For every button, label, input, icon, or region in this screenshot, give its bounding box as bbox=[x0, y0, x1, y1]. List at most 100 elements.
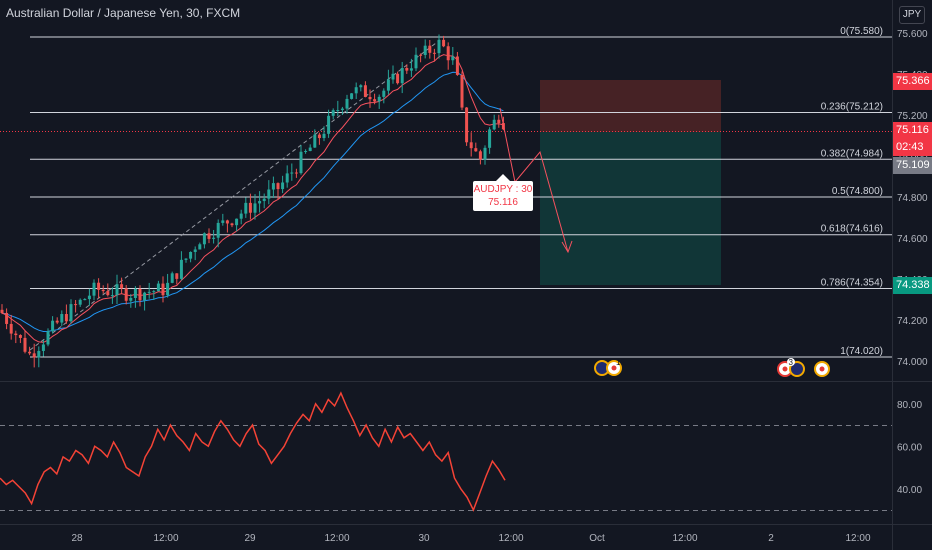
candle-body[interactable] bbox=[92, 282, 96, 296]
candle-body[interactable] bbox=[9, 323, 13, 334]
candle-body[interactable] bbox=[483, 147, 487, 160]
candle-body[interactable] bbox=[262, 198, 266, 202]
candle-body[interactable] bbox=[313, 134, 317, 148]
candle-body[interactable] bbox=[115, 284, 119, 296]
economic-event-3[interactable] bbox=[814, 361, 830, 377]
candle-body[interactable] bbox=[497, 119, 501, 124]
candle-body[interactable] bbox=[51, 320, 55, 332]
candle-body[interactable] bbox=[120, 284, 124, 289]
candle-body[interactable] bbox=[216, 222, 220, 238]
time-axis[interactable]: 28 12:00 29 12:00 30 12:00 Oct 12:00 2 12:00 bbox=[71, 533, 871, 544]
candle-body[interactable] bbox=[87, 295, 91, 300]
candle-body[interactable] bbox=[207, 233, 211, 239]
candle-body[interactable] bbox=[78, 299, 82, 305]
stop-loss-zone[interactable] bbox=[540, 80, 721, 132]
candle-body[interactable] bbox=[55, 320, 59, 323]
candle-body[interactable] bbox=[377, 96, 381, 102]
candle-body[interactable] bbox=[41, 344, 45, 351]
candle-body[interactable] bbox=[166, 282, 170, 296]
economic-events-group-1[interactable]: 15 bbox=[594, 358, 625, 376]
candle-body[interactable] bbox=[304, 151, 308, 153]
candle-body[interactable] bbox=[64, 314, 68, 322]
au-flag-icon-2[interactable] bbox=[789, 361, 805, 377]
fibonacci-retracement[interactable]: 0(75.580) 0.236(75.212) 0.382(74.984) 0.5(7… bbox=[30, 26, 892, 358]
candle-body[interactable] bbox=[419, 54, 423, 56]
candle-body[interactable] bbox=[469, 142, 473, 149]
candle-body[interactable] bbox=[391, 73, 395, 80]
candle-body[interactable] bbox=[239, 213, 243, 219]
candle-body[interactable] bbox=[299, 151, 303, 174]
candle-body[interactable] bbox=[110, 295, 114, 297]
candle-body[interactable] bbox=[368, 96, 372, 100]
candle-body[interactable] bbox=[143, 292, 147, 301]
candle-body[interactable] bbox=[451, 56, 455, 61]
candle-body[interactable] bbox=[161, 283, 165, 296]
candle-body[interactable] bbox=[230, 223, 234, 226]
candle-body[interactable] bbox=[32, 353, 36, 358]
candle-body[interactable] bbox=[184, 258, 188, 260]
candle-body[interactable] bbox=[405, 67, 409, 71]
candle-body[interactable] bbox=[423, 45, 427, 56]
candle-body[interactable] bbox=[18, 335, 22, 338]
candle-body[interactable] bbox=[124, 288, 128, 301]
candle-body[interactable] bbox=[455, 56, 459, 75]
candle-body[interactable] bbox=[317, 134, 321, 139]
candle-body[interactable] bbox=[156, 283, 160, 292]
rsi-line[interactable] bbox=[0, 391, 506, 512]
candle-body[interactable] bbox=[152, 291, 156, 293]
candle-body[interactable] bbox=[327, 115, 331, 134]
candle-body[interactable] bbox=[322, 133, 326, 139]
candle-body[interactable] bbox=[276, 183, 280, 190]
candle-body[interactable] bbox=[414, 54, 418, 69]
candle-body[interactable] bbox=[386, 79, 390, 91]
candle-body[interactable] bbox=[271, 183, 275, 190]
candle-body[interactable] bbox=[478, 151, 482, 160]
candle-body[interactable] bbox=[373, 99, 377, 102]
candle-body[interactable] bbox=[308, 147, 312, 152]
candle-body[interactable] bbox=[147, 291, 151, 293]
candle-body[interactable] bbox=[129, 297, 133, 301]
rsi-axis[interactable]: 80.00 60.00 40.00 bbox=[897, 400, 922, 496]
economic-events-group-2[interactable]: 3 bbox=[777, 358, 805, 377]
candle-body[interactable] bbox=[336, 110, 340, 112]
candle-body[interactable] bbox=[69, 304, 73, 322]
candle-body[interactable] bbox=[460, 74, 464, 108]
candle-body[interactable] bbox=[74, 304, 78, 306]
candle-body[interactable] bbox=[382, 90, 386, 97]
candle-body[interactable] bbox=[488, 129, 492, 148]
candle-body[interactable] bbox=[350, 93, 354, 99]
candle-body[interactable] bbox=[331, 110, 335, 116]
candle-body[interactable] bbox=[202, 233, 206, 245]
candle-body[interactable] bbox=[83, 299, 87, 301]
candle-body[interactable] bbox=[28, 351, 32, 354]
candle-body[interactable] bbox=[175, 273, 179, 279]
candle-body[interactable] bbox=[221, 220, 225, 223]
candle-body[interactable] bbox=[189, 251, 193, 259]
candle-body[interactable] bbox=[294, 172, 298, 174]
candle-body[interactable] bbox=[46, 331, 50, 345]
candle-body[interactable] bbox=[138, 288, 142, 301]
candle-body[interactable] bbox=[97, 282, 101, 290]
candle-body[interactable] bbox=[235, 218, 239, 226]
candle-body[interactable] bbox=[253, 203, 257, 213]
candle-body[interactable] bbox=[23, 337, 27, 352]
candle-body[interactable] bbox=[400, 67, 404, 84]
candle-body[interactable] bbox=[290, 172, 294, 174]
chart-title[interactable]: Australian Dollar / Japanese Yen, 30, FX… bbox=[6, 6, 241, 20]
candle-body[interactable] bbox=[258, 201, 262, 204]
candle-body[interactable] bbox=[179, 259, 183, 279]
candle-body[interactable] bbox=[14, 333, 18, 336]
candle-body[interactable] bbox=[396, 73, 400, 84]
candle-body[interactable] bbox=[409, 68, 413, 71]
candle-body[interactable] bbox=[193, 249, 197, 252]
candle-body[interactable] bbox=[212, 237, 216, 239]
candle-body[interactable] bbox=[106, 291, 110, 296]
candle-body[interactable] bbox=[446, 46, 450, 61]
candle-body[interactable] bbox=[0, 309, 4, 313]
candle-body[interactable] bbox=[5, 312, 9, 324]
candle-body[interactable] bbox=[474, 148, 478, 152]
candle-body[interactable] bbox=[442, 39, 446, 47]
candle-body[interactable] bbox=[285, 173, 289, 183]
candle-body[interactable] bbox=[437, 39, 441, 54]
